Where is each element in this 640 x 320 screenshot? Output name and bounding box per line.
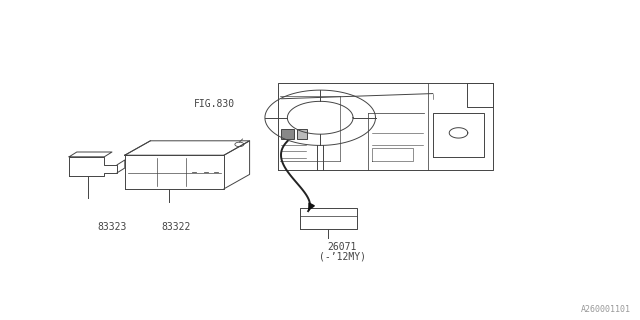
Text: 26071: 26071 [328, 242, 357, 252]
Text: 83322: 83322 [161, 222, 191, 232]
Text: A260001101: A260001101 [580, 305, 630, 314]
Text: (-’12MY): (-’12MY) [319, 251, 366, 261]
Text: 83323: 83323 [97, 222, 127, 232]
Bar [280, 129, 294, 140]
Bar [297, 129, 307, 140]
Text: FIG.830: FIG.830 [194, 99, 235, 109]
